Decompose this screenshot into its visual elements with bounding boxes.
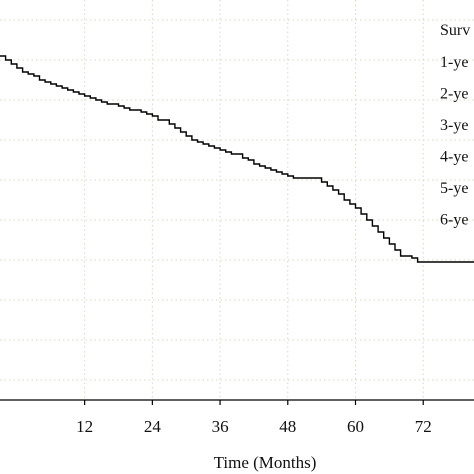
legend: Surv 1-ye 2-ye 3-ye 4-ye 5-ye 6-ye	[440, 22, 470, 229]
legend-title: Surv	[440, 22, 470, 39]
legend-entry-3: 4-ye	[440, 149, 468, 166]
legend-entry-5: 6-ye	[440, 212, 468, 229]
x-axis-title: Time (Months)	[214, 453, 317, 472]
x-tick-label-5: 72	[415, 417, 432, 436]
legend-entry-4: 5-ye	[440, 180, 468, 197]
x-tick-label-2: 36	[212, 417, 229, 436]
legend-entry-0: 1-ye	[440, 54, 468, 71]
legend-entry-1: 2-ye	[440, 86, 468, 103]
plot-area	[0, 55, 474, 263]
x-tick-label-1: 24	[144, 417, 162, 436]
grid	[0, 0, 474, 400]
survival-step-line-0	[0, 55, 474, 263]
x-axis: 12 24 36 48 60 72	[0, 399, 474, 436]
x-tick-label-3: 48	[279, 417, 296, 436]
legend-entry-2: 3-ye	[440, 117, 468, 134]
x-tick-label-4: 60	[347, 417, 364, 436]
x-tick-label-0: 12	[76, 417, 93, 436]
